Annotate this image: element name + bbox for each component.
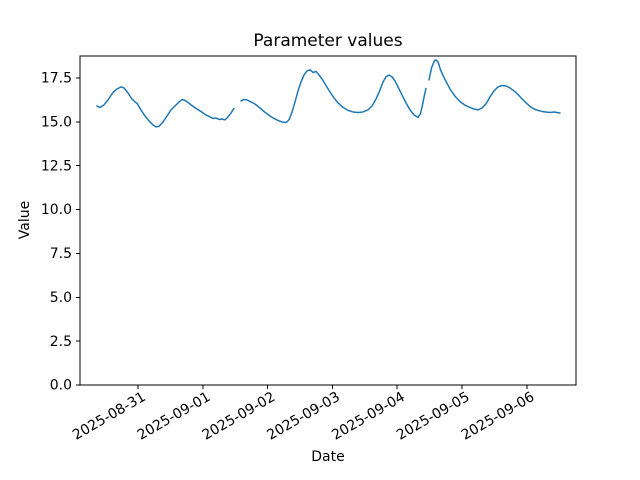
x-tick-label: 2025-09-03 [264, 389, 342, 444]
y-tick-label: 10.0 [41, 202, 72, 218]
y-tick-label: 7.5 [50, 246, 72, 262]
x-tick-label: 2025-09-04 [329, 389, 408, 444]
axes-spines [79, 55, 577, 386]
x-axis-label: Date [311, 449, 345, 465]
y-tick-label: 2.5 [50, 334, 72, 350]
x-tick-label: 2025-08-31 [70, 389, 148, 444]
y-tick-label: 12.5 [41, 158, 72, 174]
x-tick-label: 2025-09-05 [394, 389, 472, 444]
y-tick-label: 5.0 [50, 290, 72, 306]
y-tick-label: 15.0 [41, 114, 72, 130]
x-tick-label: 2025-09-06 [459, 389, 538, 444]
data-line [428, 59, 561, 114]
data-line [96, 86, 235, 128]
x-tick-label: 2025-09-02 [200, 389, 278, 444]
data-line [240, 69, 427, 124]
y-axis-label: Value [17, 200, 33, 240]
y-tick-label: 0.0 [50, 378, 72, 394]
chart-title: Parameter values [253, 31, 403, 51]
x-tick-label: 2025-09-01 [135, 389, 213, 444]
y-tick-label: 17.5 [41, 71, 72, 87]
